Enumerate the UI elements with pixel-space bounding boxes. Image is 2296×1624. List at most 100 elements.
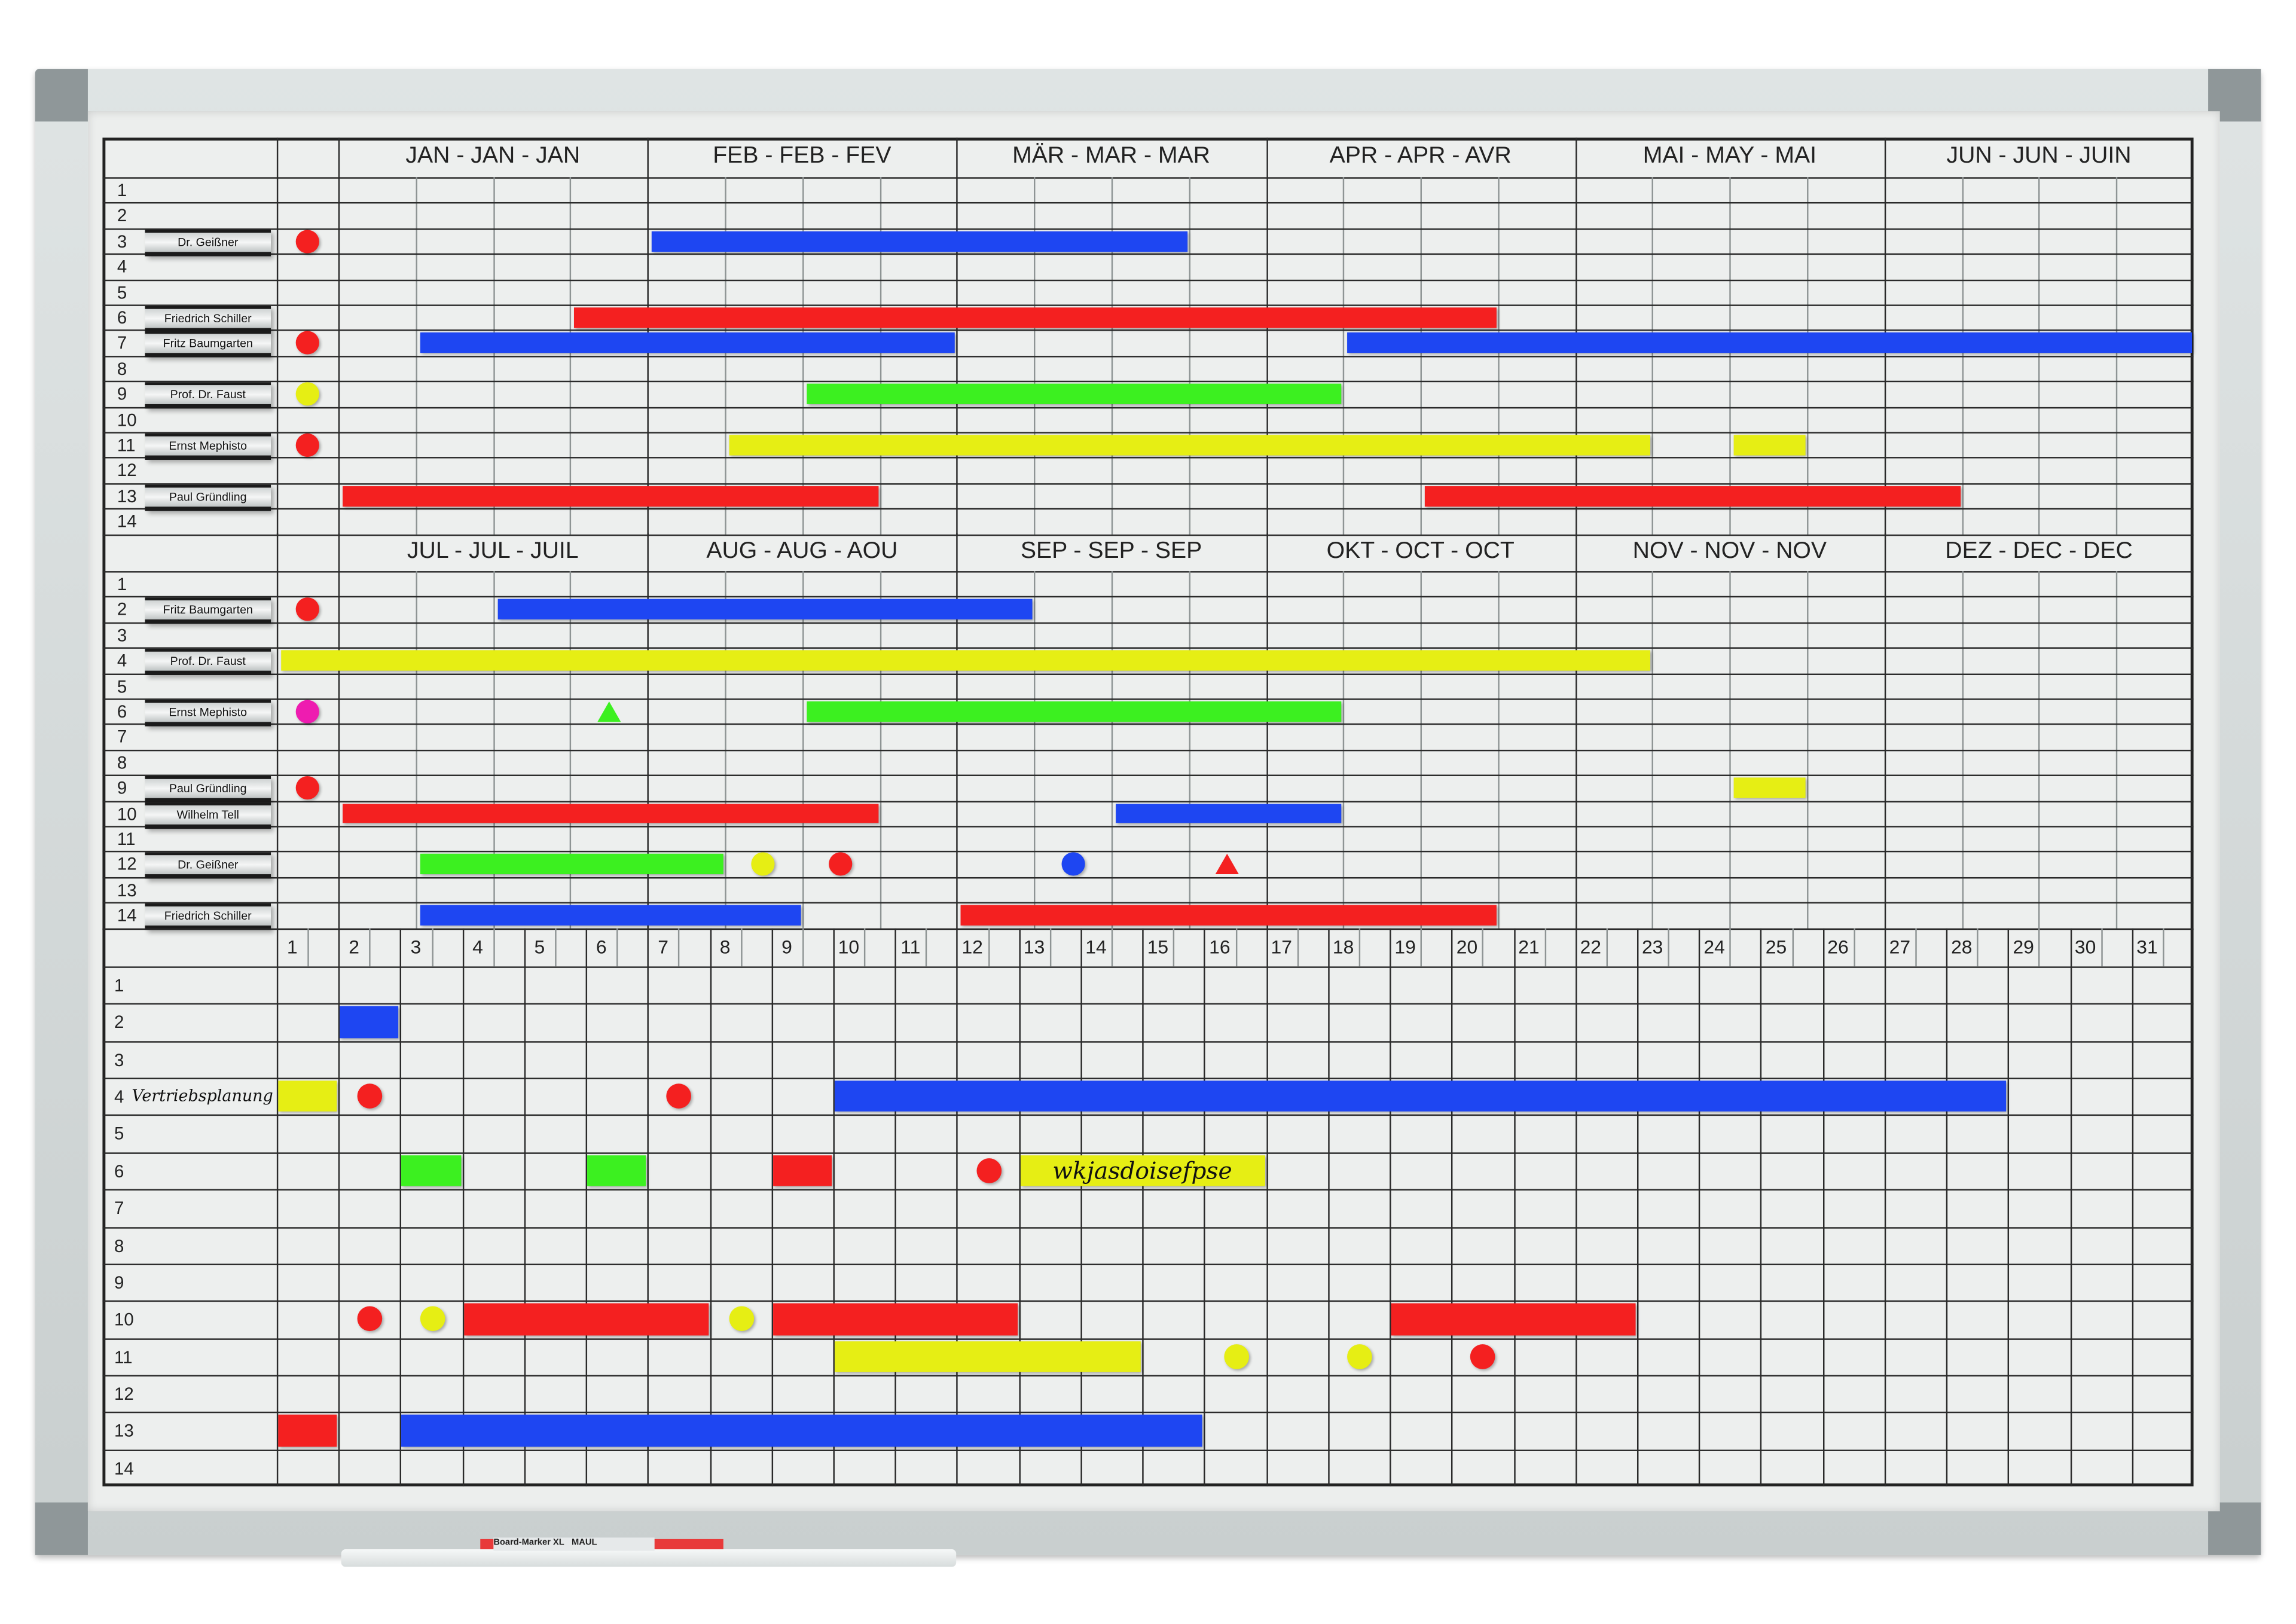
name-card[interactable]: Dr. Geißner (145, 853, 271, 880)
status-dot-red[interactable] (295, 331, 319, 355)
name-card[interactable]: Fritz Baumgarten (145, 598, 271, 625)
label-column-divider (276, 138, 279, 534)
planning-bar-blue[interactable] (1347, 332, 2193, 353)
name-card[interactable]: Paul Gründling (145, 484, 271, 511)
planning-bar-green[interactable] (420, 854, 723, 875)
day-divider (2132, 928, 2133, 1486)
half-day-divider (369, 928, 371, 967)
daily-dot-yellow[interactable] (728, 1306, 754, 1332)
half-day-divider (431, 928, 433, 967)
marker-dot-blue[interactable] (1061, 853, 1085, 877)
daily-bar-blue[interactable] (340, 1006, 399, 1038)
daily-dot-yellow[interactable] (1347, 1344, 1372, 1369)
week-divider (1188, 571, 1190, 928)
planning-bar-blue[interactable] (652, 231, 1187, 252)
planning-bar-green[interactable] (806, 701, 1342, 722)
daily-bar-red[interactable] (1391, 1304, 1636, 1335)
day-divider (338, 928, 340, 1486)
name-card[interactable]: Dr. Geißner (145, 229, 271, 257)
daily-bar-green[interactable] (587, 1155, 646, 1187)
day-number: 20 (1456, 935, 1478, 958)
name-card[interactable]: Prof. Dr. Faust (145, 649, 271, 676)
name-card[interactable]: Prof. Dr. Faust (145, 382, 271, 409)
month-header: AUG - AUG - AOU (706, 539, 898, 564)
day-number: 21 (1518, 935, 1540, 958)
day-divider (462, 928, 464, 1486)
planning-bar-red[interactable] (343, 803, 878, 824)
name-card[interactable]: Ernst Mephisto (145, 700, 271, 726)
row-number: 2 (117, 599, 127, 620)
month-header: MÄR - MAR - MAR (1012, 144, 1210, 169)
daily-row-number: 2 (114, 1012, 124, 1033)
day-number: 29 (2013, 935, 2034, 958)
day-divider (648, 928, 649, 1486)
planning-bar-yellow[interactable] (1734, 777, 1806, 798)
planning-bar-red[interactable] (574, 307, 1497, 328)
planning-bar-blue[interactable] (420, 905, 801, 926)
daily-dot-red[interactable] (358, 1306, 383, 1332)
planning-bar-yellow[interactable] (729, 435, 1651, 456)
month-divider (1266, 533, 1268, 928)
name-card[interactable]: Friedrich Schiller (145, 903, 271, 930)
half-day-divider (1297, 928, 1299, 967)
planning-bar-yellow[interactable] (280, 650, 1651, 671)
month-header: DEZ - DEC - DEC (1945, 539, 2133, 564)
name-card[interactable]: Friedrich Schiller (145, 306, 271, 332)
daily-bar-blue[interactable] (402, 1415, 1203, 1446)
row-number: 1 (117, 180, 127, 201)
day-number: 31 (2136, 935, 2158, 958)
status-dot-magenta[interactable] (295, 700, 319, 724)
row-number: 3 (117, 625, 127, 646)
daily-bar-yellow[interactable] (278, 1080, 337, 1112)
daily-bar-red[interactable] (773, 1155, 832, 1187)
daily-row-number: 5 (114, 1124, 124, 1144)
name-card[interactable]: Wilhelm Tell (145, 802, 271, 829)
marker-label: Board-Marker XL MAUL (493, 1537, 655, 1551)
day-divider (1451, 928, 1454, 1486)
name-card[interactable]: Paul Gründling (145, 776, 271, 803)
marker-triangle-green[interactable] (597, 701, 621, 722)
planning-bar-blue[interactable] (420, 332, 955, 353)
daily-dot-red[interactable] (667, 1083, 692, 1109)
marker-dot-red[interactable] (829, 853, 853, 877)
daily-bar-green[interactable] (402, 1155, 461, 1187)
daily-bar-red[interactable] (773, 1304, 1018, 1335)
status-dot-red[interactable] (295, 598, 319, 622)
planning-bar-red[interactable] (961, 905, 1497, 926)
day-number: 27 (1889, 935, 1911, 958)
status-dot-yellow[interactable] (295, 382, 319, 406)
planning-bar-red[interactable] (343, 486, 878, 506)
daily-bar-red[interactable] (463, 1304, 709, 1335)
marker-triangle-red[interactable] (1215, 854, 1239, 875)
daily-dot-yellow[interactable] (1223, 1344, 1248, 1369)
daily-bar-blue[interactable] (835, 1080, 2007, 1112)
day-number: 14 (1085, 935, 1107, 958)
status-dot-red[interactable] (295, 776, 319, 800)
planning-bar-blue[interactable] (1115, 803, 1342, 824)
row-number: 9 (117, 777, 127, 799)
half-day-divider (1482, 928, 1484, 967)
planning-bar-red[interactable] (1425, 486, 1961, 506)
half-day-divider (1791, 928, 1793, 967)
daily-dot-red[interactable] (358, 1083, 383, 1109)
daily-dot-yellow[interactable] (419, 1306, 445, 1332)
half-day-divider (1173, 928, 1175, 967)
planning-bar-yellow[interactable] (1734, 435, 1806, 456)
row-number: 11 (117, 435, 136, 456)
daily-dot-red[interactable] (976, 1158, 1002, 1183)
daily-row-number: 14 (114, 1458, 134, 1479)
month-header: OKT - OCT - OCT (1326, 539, 1515, 564)
status-dot-red[interactable] (295, 229, 319, 254)
pen-tray (341, 1549, 957, 1567)
daily-bar-yellow[interactable]: wkjasdoisefpse (1020, 1155, 1265, 1187)
daily-bar-yellow[interactable] (835, 1341, 1141, 1372)
name-card[interactable]: Ernst Mephisto (145, 433, 271, 460)
daily-bar-red[interactable] (278, 1415, 337, 1446)
status-dot-red[interactable] (295, 433, 319, 457)
row-line (102, 673, 2194, 674)
planning-bar-blue[interactable] (497, 599, 1033, 620)
daily-dot-red[interactable] (1470, 1344, 1496, 1369)
planning-bar-green[interactable] (806, 384, 1342, 405)
name-card[interactable]: Fritz Baumgarten (145, 331, 271, 358)
day-divider (1575, 928, 1577, 1486)
